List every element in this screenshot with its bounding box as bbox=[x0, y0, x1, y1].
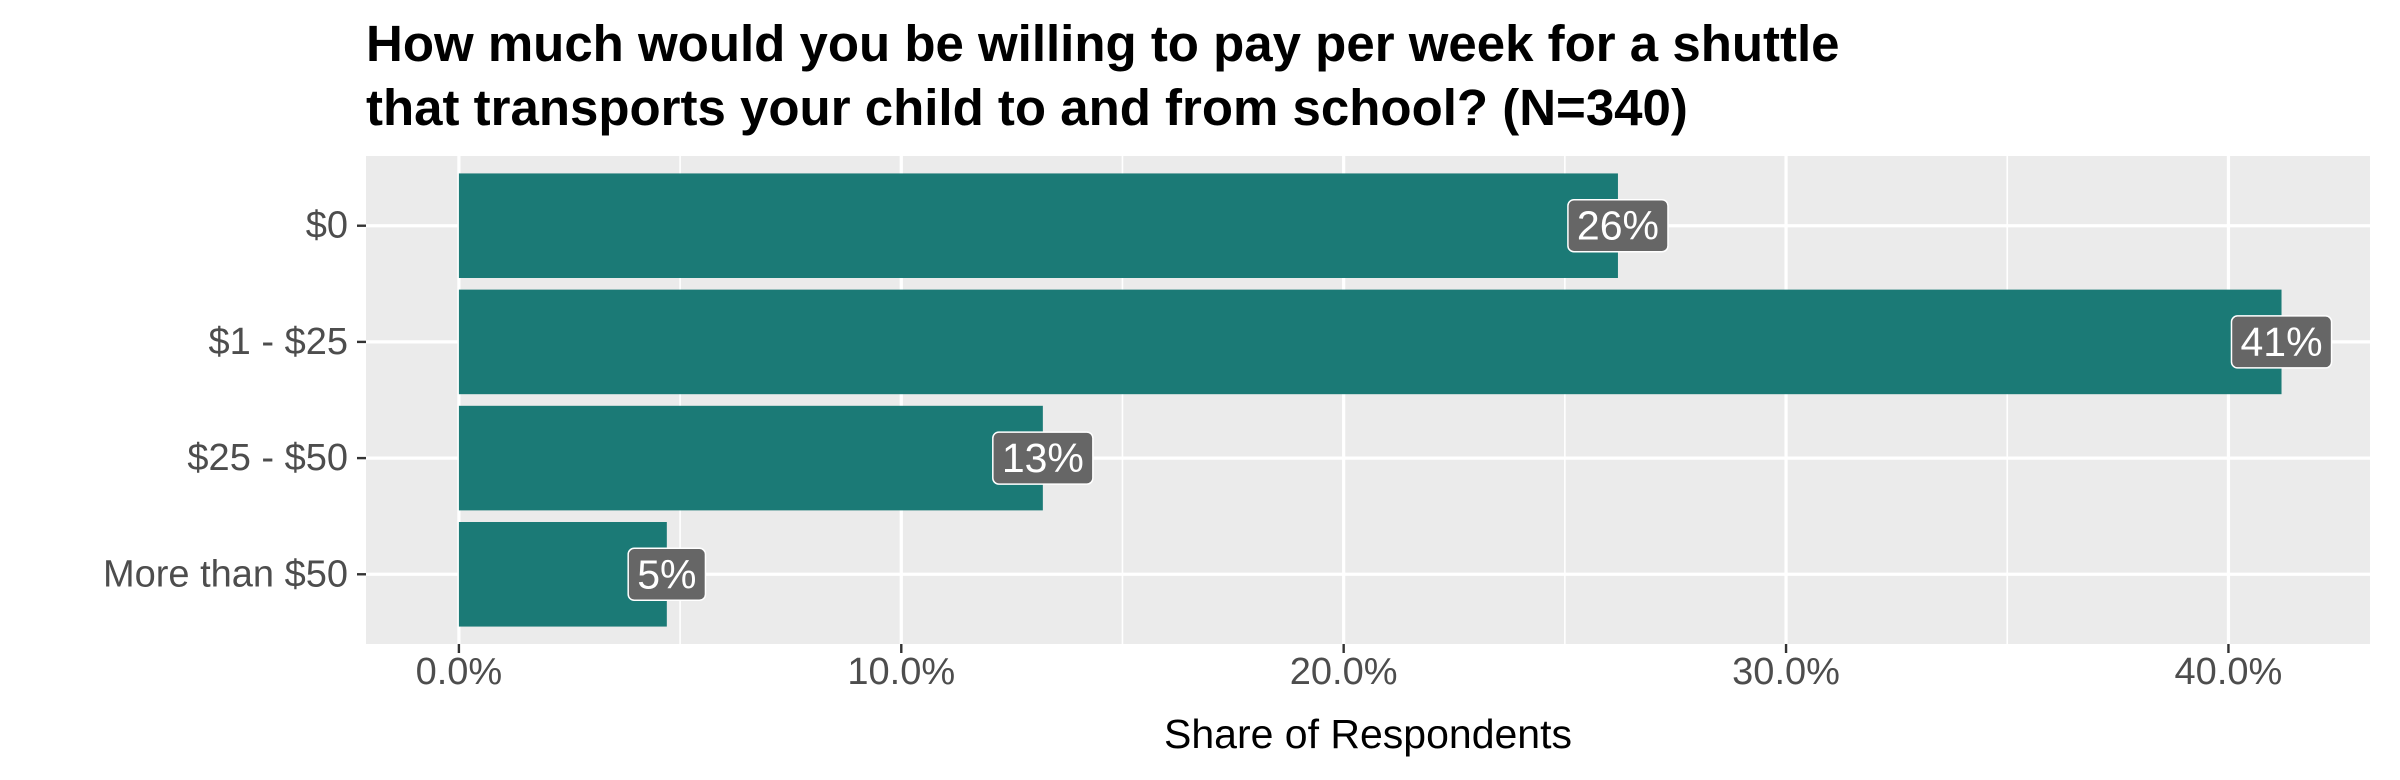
data-label-box bbox=[2230, 315, 2333, 369]
y-tick-label: $0 bbox=[306, 205, 348, 247]
chart-title-line-2: that transports your child to and from s… bbox=[366, 79, 1688, 136]
data-label-box bbox=[627, 547, 707, 602]
data-label: 26% bbox=[1567, 198, 1669, 253]
data-label-text: 13% bbox=[1002, 435, 1084, 481]
x-tick-label: 0.0% bbox=[416, 651, 503, 693]
chart-title-line-1: How much would you be willing to pay per… bbox=[366, 15, 1840, 72]
data-label-box bbox=[1567, 198, 1669, 253]
x-tick-label: 10.0% bbox=[847, 651, 955, 693]
data-label-text: 5% bbox=[637, 551, 696, 597]
bar bbox=[458, 173, 1618, 278]
x-axis-title: Share of Respondents bbox=[1164, 711, 1572, 757]
y-tick-label: $25 - $50 bbox=[187, 437, 348, 479]
bar bbox=[458, 405, 1043, 511]
y-tick-label: $1 - $25 bbox=[209, 321, 348, 363]
data-label: 13% bbox=[992, 431, 1094, 485]
data-label: 5% bbox=[627, 547, 707, 602]
data-label-box bbox=[992, 431, 1094, 485]
data-label: 41% bbox=[2230, 315, 2333, 369]
y-tick-label: More than $50 bbox=[103, 553, 348, 595]
data-label-text: 41% bbox=[2240, 319, 2322, 365]
x-tick-label: 20.0% bbox=[1290, 651, 1398, 693]
x-tick-label: 40.0% bbox=[2175, 651, 2283, 693]
bar bbox=[458, 289, 2282, 395]
data-label-text: 26% bbox=[1577, 203, 1659, 249]
x-tick-label: 30.0% bbox=[1732, 651, 1840, 693]
